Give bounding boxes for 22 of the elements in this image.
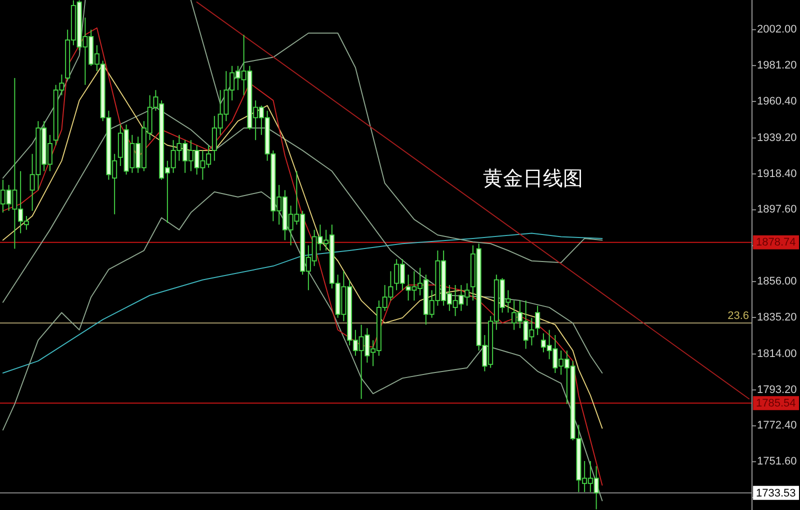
annotation: 23.6 (728, 310, 749, 322)
text: 黄金日线图 (483, 166, 583, 190)
y-tick-label: 1918.40 (757, 168, 797, 180)
y-tick-label: 2002.00 (757, 24, 797, 36)
line-series (2, 27, 603, 486)
line-series (190, 0, 603, 264)
y-tick-label: 1939.20 (757, 132, 797, 144)
y-tick-label: 1960.40 (757, 95, 797, 108)
ref-line-label: 1878.74 (756, 236, 796, 249)
candlestick (535, 305, 540, 336)
y-tick-label: 1897.60 (757, 204, 797, 216)
ref-line-label: 1733.53 (756, 487, 796, 500)
y-tick-label: 1981.20 (757, 59, 797, 72)
y-tick-label: 1772.40 (757, 420, 797, 432)
y-tick-label: 1856.00 (757, 275, 797, 288)
ref-line-label: 1785.54 (756, 398, 796, 410)
line-series (2, 232, 603, 374)
line-series (2, 191, 603, 502)
y-tick-label: 1814.00 (757, 348, 797, 360)
y-tick-label: 1793.20 (757, 384, 797, 396)
y-tick-label: 1751.60 (757, 456, 797, 468)
y-tick-label: 1835.20 (757, 311, 797, 324)
